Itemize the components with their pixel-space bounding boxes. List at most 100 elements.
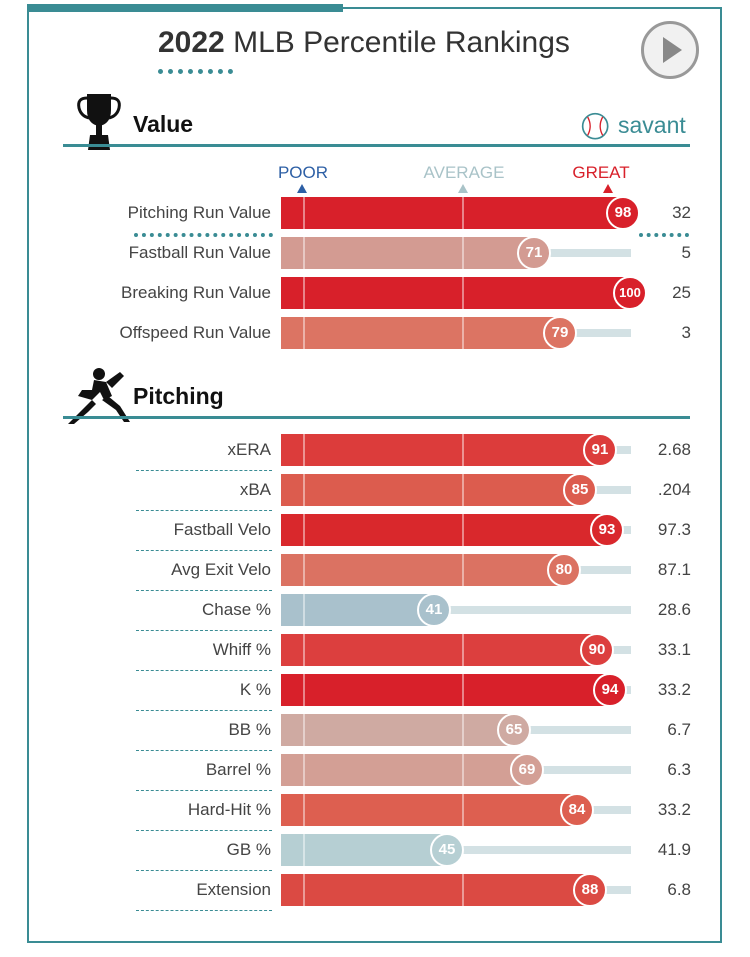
percentile-bar [281,674,611,706]
bar-gridline [462,674,464,706]
bar-gridline [303,434,305,466]
bar-gridline [462,434,464,466]
metric-label: Barrel % [205,760,271,779]
percentile-bar [281,794,578,826]
metric-value: 6.3 [667,760,691,779]
card-frame [27,7,722,943]
section-title-pitching: Pitching [133,383,224,409]
play-button[interactable] [641,21,699,79]
section-divider-pitching [63,416,690,419]
metric-label: Breaking Run Value [121,283,271,302]
row-separator [136,790,272,791]
percentile-bubble: 100 [613,276,647,310]
bar-gridline [462,754,464,786]
percentile-bar [281,434,601,466]
bar-gridline [303,554,305,586]
percentile-bubble: 85 [563,473,597,507]
bar-gridline [462,197,464,229]
metric-value: 5 [681,243,691,262]
title-text: MLB Percentile Rankings [224,26,570,59]
baseball-icon [581,112,609,140]
percentile-bubble: 84 [560,793,594,827]
highlight-separator-right [639,233,689,237]
metric-value: 32 [672,203,691,222]
row-separator [136,470,272,471]
percentile-bar [281,834,448,866]
bar-gridline [303,674,305,706]
metric-label: Avg Exit Velo [171,560,271,579]
metric-value: 87.1 [657,560,691,579]
metric-value: .204 [657,480,691,499]
legend-poor-marker [297,184,307,193]
percentile-bubble: 80 [547,553,581,587]
metric-value: 33.2 [657,800,691,819]
percentile-bar [281,474,581,506]
bar-gridline [303,594,305,626]
metric-label: Whiff % [212,640,271,659]
row-separator [136,510,272,511]
percentile-bar [281,277,631,309]
row-separator [136,830,272,831]
percentile-bar [281,754,528,786]
bar-gridline [303,514,305,546]
row-separator [136,550,272,551]
title-underline [158,69,233,74]
row-separator [136,710,272,711]
metric-value: 6.8 [667,880,691,899]
bar-gridline [303,197,305,229]
percentile-bubble: 94 [593,673,627,707]
percentile-bar [281,514,608,546]
title-year: 2022 [158,26,225,59]
bar-gridline [303,874,305,906]
section-title-value: Value [133,111,194,137]
percentile-bar [281,237,535,269]
bar-gridline [462,714,464,746]
bar-gridline [303,277,305,309]
metric-value: 41.9 [657,840,691,859]
metric-label: Fastball Run Value [128,243,271,262]
metric-value: 97.3 [657,520,691,539]
legend-great-marker [603,184,613,193]
page-title: 2022 MLB Percentile Rankings [158,26,570,60]
percentile-bar [281,197,624,229]
row-separator [136,870,272,871]
row-separator [136,750,272,751]
metric-value: 33.2 [657,680,691,699]
metric-label: xERA [227,440,271,459]
metric-label: K % [239,680,271,699]
section-divider-value [63,144,690,147]
metric-label: Hard-Hit % [187,800,271,819]
bar-gridline [303,714,305,746]
percentile-bar [281,714,515,746]
metric-value: 33.1 [657,640,691,659]
metric-value: 25 [672,283,691,302]
metric-value: 28.6 [657,600,691,619]
bar-gridline [462,237,464,269]
metric-label: Offspeed Run Value [119,323,271,342]
percentile-bar [281,554,565,586]
metric-label: xBA [239,480,271,499]
percentile-bubble: 98 [606,196,640,230]
bar-gridline [303,474,305,506]
percentile-bubble: 88 [573,873,607,907]
percentile-bubble: 71 [517,236,551,270]
bar-gridline [462,474,464,506]
bar-gridline [462,514,464,546]
savant-logo-text: savant [618,112,686,138]
bar-track [281,606,631,614]
percentile-bubble: 65 [497,713,531,747]
bar-gridline [462,277,464,309]
percentile-bubble: 45 [430,833,464,867]
legend-great: GREAT [572,163,630,182]
percentile-bar [281,594,435,626]
bar-gridline [303,834,305,866]
metric-value: 2.68 [657,440,691,459]
legend-average-marker [458,184,468,193]
percentile-bar [281,874,591,906]
bar-gridline [462,317,464,349]
percentile-bubble: 90 [580,633,614,667]
metric-label: Chase % [202,600,271,619]
bar-gridline [303,634,305,666]
percentile-bubble: 69 [510,753,544,787]
percentile-bubble: 91 [583,433,617,467]
